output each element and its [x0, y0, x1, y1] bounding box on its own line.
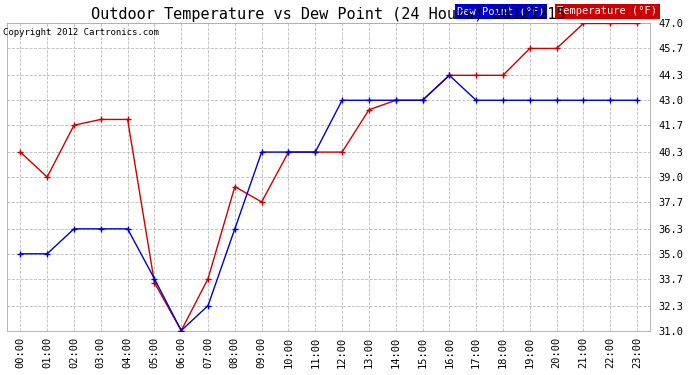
- Text: Copyright 2012 Cartronics.com: Copyright 2012 Cartronics.com: [3, 28, 159, 37]
- Title: Outdoor Temperature vs Dew Point (24 Hours) 20121215: Outdoor Temperature vs Dew Point (24 Hou…: [92, 8, 566, 22]
- Text: Dew Point (°F): Dew Point (°F): [457, 6, 545, 16]
- Text: Temperature (°F): Temperature (°F): [557, 6, 657, 16]
